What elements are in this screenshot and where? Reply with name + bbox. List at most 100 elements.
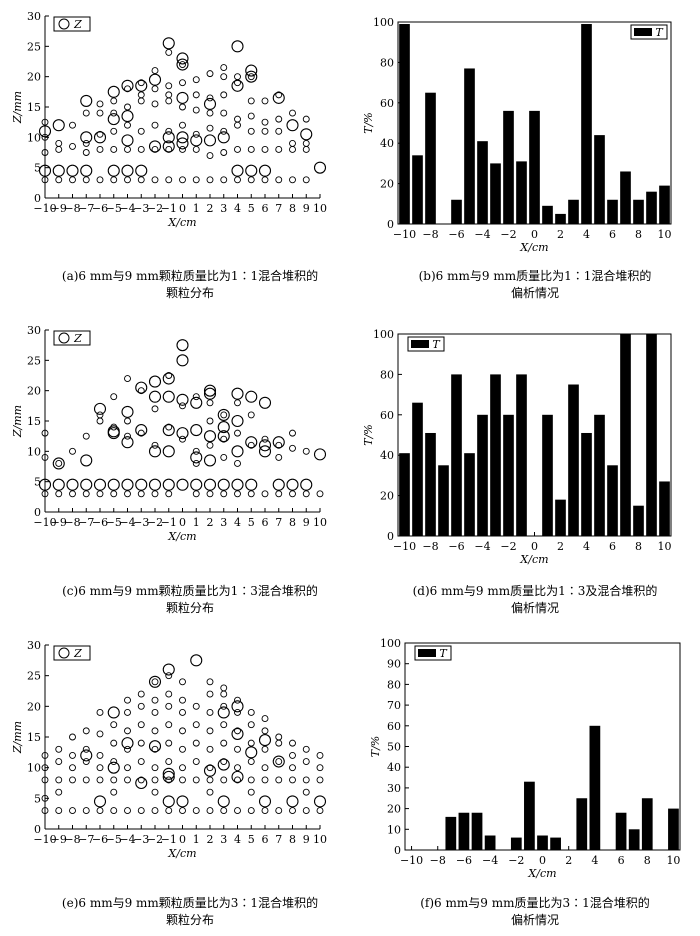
small-particle-point [137, 807, 145, 815]
bar [451, 374, 462, 536]
bar [490, 163, 501, 224]
y-tick-label: 0 [34, 506, 41, 519]
large-particle-point [176, 795, 189, 808]
x-tick-label: −2 [508, 854, 524, 867]
small-particle-point [124, 776, 131, 784]
large-particle-point [190, 396, 203, 409]
x-tick-label: −10 [33, 516, 56, 529]
small-particle-point [82, 758, 90, 765]
small-particle-point [151, 727, 159, 735]
small-particle-point [41, 429, 49, 437]
x-tick-label: 2 [207, 833, 214, 846]
small-particle-point [206, 727, 214, 735]
small-particle-point [206, 690, 214, 698]
small-particle-point [179, 776, 186, 784]
small-particle-point [124, 727, 131, 735]
large-particle-point [148, 445, 162, 458]
large-particle-point [148, 478, 162, 491]
small-particle-point [137, 490, 145, 498]
y-tick-label: 25 [27, 354, 41, 367]
large-particle-point [162, 445, 175, 458]
small-particle-point [110, 490, 118, 498]
y-axis-title: T/% [362, 112, 375, 134]
large-particle-point [38, 125, 52, 138]
x-tick-label: 4 [234, 516, 241, 529]
small-particle-point [165, 690, 173, 698]
bar [471, 812, 483, 850]
x-tick-label: −4 [482, 854, 498, 867]
small-particle-point [41, 794, 49, 802]
large-particle-point [176, 137, 189, 150]
small-particle-point [275, 490, 283, 498]
x-tick-label: −6 [448, 540, 464, 553]
small-particle-point [165, 490, 173, 498]
small-particle-point [151, 764, 159, 772]
legend-label: T [432, 338, 441, 351]
small-particle-point [220, 176, 228, 184]
large-particle-point [80, 749, 93, 762]
bar [620, 334, 631, 536]
y-axis-title: Z/mm [11, 405, 24, 438]
legend-marker [58, 332, 70, 344]
large-particle-point [176, 478, 189, 491]
x-tick-label: 3 [220, 833, 227, 846]
small-particle-point [192, 702, 200, 710]
bar [594, 414, 605, 536]
bar [464, 68, 475, 225]
small-particle-point [96, 146, 104, 153]
large-particle-point [258, 795, 272, 808]
x-tick-label: 2 [557, 228, 564, 241]
x-tick-label: −8 [64, 202, 80, 215]
x-tick-label: 10 [313, 516, 327, 529]
small-particle-point [206, 807, 214, 815]
small-particle-point [302, 758, 310, 765]
small-particle-point [261, 146, 269, 153]
x-tick-label: 3 [220, 516, 227, 529]
small-particle-point [82, 109, 90, 117]
small-particle-point [137, 776, 145, 784]
caption-d: (d)6 mm与9 mm质量比为1∶3及混合堆积的 偏析情况 [380, 583, 690, 617]
small-particle-point [82, 176, 90, 184]
large-particle-point [258, 164, 272, 177]
small-particle-point [261, 490, 269, 498]
large-particle-point [162, 663, 175, 676]
small-particle-point [165, 48, 173, 56]
small-particle-point [220, 411, 228, 419]
y-tick-label: 20 [387, 803, 401, 816]
small-particle-point [124, 375, 131, 382]
caption-e-line1: (e)6 mm与9 mm颗粒质量比为3∶1混合堆积的 [61, 896, 319, 910]
small-particle-point [289, 444, 296, 452]
large-particle-point [217, 758, 230, 771]
x-tick-label: 5 [248, 516, 255, 529]
bar [477, 414, 488, 536]
x-tick-label: 7 [275, 516, 282, 529]
small-particle-point [151, 807, 159, 815]
x-tick-label: 2 [207, 202, 214, 215]
large-particle-point [66, 164, 79, 177]
small-particle-point [151, 678, 159, 686]
small-particle-point [110, 127, 118, 135]
x-tick-label: 2 [565, 854, 572, 867]
small-particle-point [69, 733, 76, 741]
x-tick-label: −6 [448, 228, 464, 241]
large-particle-point [135, 79, 148, 92]
y-tick-label: 80 [387, 678, 401, 691]
small-particle-point [179, 745, 186, 753]
caption-a-line1: (a)6 mm与9 mm颗粒质量比为1∶1混合堆积的 [61, 269, 319, 283]
x-tick-label: −2 [147, 833, 163, 846]
small-particle-point [179, 807, 186, 815]
y-tick-label: 30 [387, 782, 401, 795]
legend-marker [58, 18, 70, 30]
bar [555, 499, 566, 536]
small-particle-point [234, 745, 241, 753]
x-tick-label: 4 [583, 540, 590, 553]
bar [646, 334, 657, 536]
caption-b: (b)6 mm与9 mm质量比为1∶1混合堆积的 偏析情况 [380, 268, 690, 302]
small-particle-point [151, 405, 159, 413]
y-tick-label: 5 [34, 476, 41, 489]
small-particle-point [82, 776, 90, 784]
small-particle-point [247, 709, 255, 716]
x-tick-label: 8 [635, 540, 642, 553]
small-particle-point [96, 807, 104, 815]
